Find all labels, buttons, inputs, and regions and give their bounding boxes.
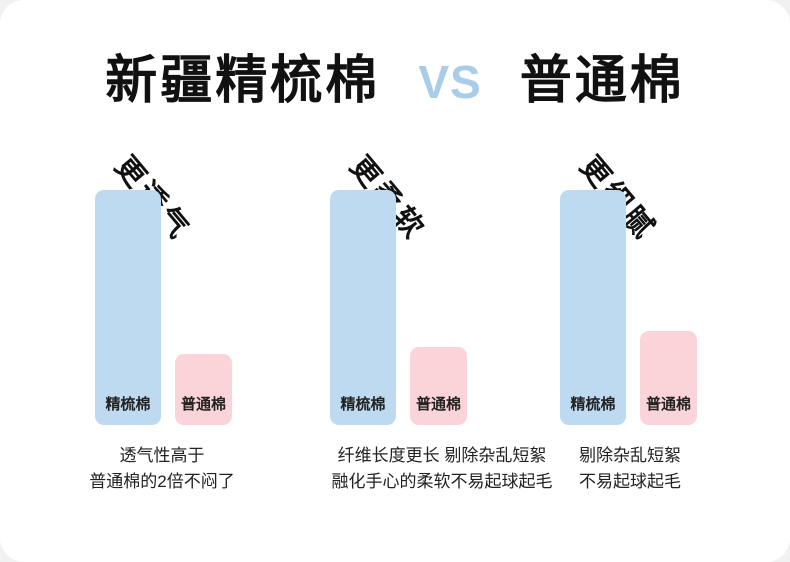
comparison-group-breathable: 更透气 精梳棉 普通棉 透气性高于 普通棉的2倍不闷了 — [89, 151, 234, 492]
combed-cotton-bar: 精梳棉 — [560, 190, 626, 425]
title-left: 新疆精梳棉 — [105, 52, 381, 110]
caption-line-2: 普通棉的2倍不闷了 — [89, 472, 235, 492]
group-caption: 透气性高于 普通棉的2倍不闷了 — [89, 443, 234, 496]
combed-cotton-label: 精梳棉 — [570, 396, 616, 413]
bar-pair: 精梳棉 普通棉 — [330, 190, 467, 425]
ordinary-cotton-label: 普通棉 — [180, 396, 226, 413]
ordinary-cotton-bar: 普通棉 — [640, 331, 697, 425]
title-right: 普通棉 — [519, 52, 685, 110]
ordinary-cotton-bar: 普通棉 — [175, 354, 232, 425]
combed-cotton-bar: 精梳棉 — [95, 190, 161, 425]
caption-line-2: 融化手心的柔软不易起球起毛 — [331, 472, 553, 492]
page-title: 新疆精梳棉 VS 普通棉 — [0, 0, 790, 113]
ordinary-cotton-label: 普通棉 — [645, 396, 691, 413]
group-caption: 纤维长度更长 剔除杂乱短絮 融化手心的柔软不易起球起毛 — [332, 443, 553, 496]
combed-cotton-label: 精梳棉 — [105, 396, 151, 413]
caption-line-1: 纤维长度更长 剔除杂乱短絮 — [337, 446, 547, 465]
title-vs: VS — [418, 56, 482, 108]
ordinary-cotton-bar: 普通棉 — [410, 347, 467, 425]
combed-cotton-bar: 精梳棉 — [330, 190, 396, 425]
group-caption: 剔除杂乱短絮 不易起球起毛 — [579, 443, 681, 496]
caption-line-2: 不易起球起毛 — [579, 472, 681, 492]
caption-line-1: 剔除杂乱短絮 — [579, 446, 681, 465]
bar-pair: 精梳棉 普通棉 — [95, 190, 232, 425]
bar-pair: 精梳棉 普通棉 — [560, 190, 697, 425]
comparison-group-fine: 更细腻 精梳棉 普通棉 剔除杂乱短絮 不易起球起毛 — [560, 151, 697, 491]
ordinary-cotton-label: 普通棉 — [415, 396, 461, 413]
comparison-group-soft: 更柔软 精梳棉 普通棉 纤维长度更长 剔除杂乱短絮 融化手心的柔软不易起球起毛 — [330, 151, 553, 491]
combed-cotton-label: 精梳棉 — [340, 396, 386, 413]
caption-line-1: 透气性高于 — [119, 446, 205, 465]
